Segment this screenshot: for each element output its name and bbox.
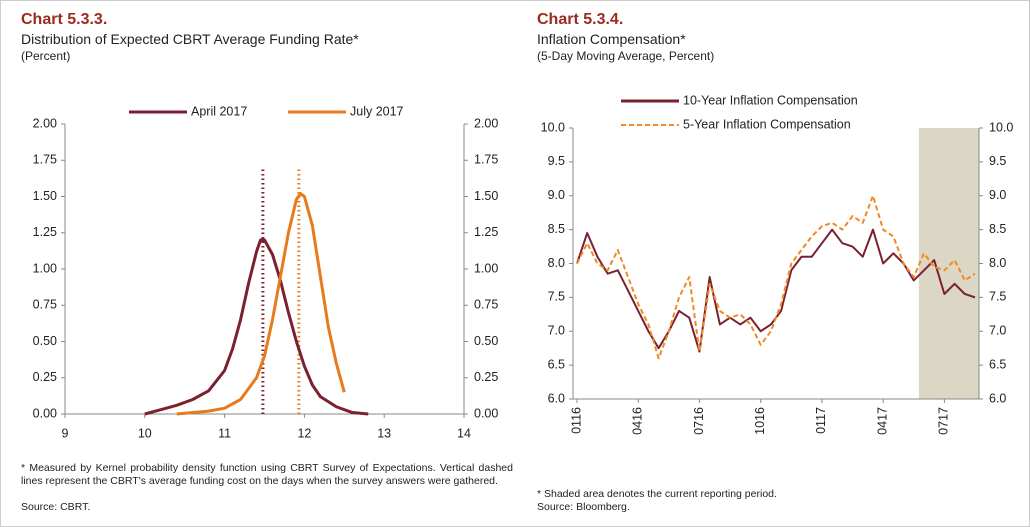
series-line [576, 194, 976, 360]
y-tick-label: 10.0 [541, 120, 565, 134]
y2-tick-label: 1.25 [474, 225, 498, 239]
y2-tick-label: 0.25 [474, 370, 498, 384]
footnote: * Shaded area denotes the current report… [537, 488, 777, 500]
x-tick-label: 0417 [875, 407, 889, 435]
y-tick-label: 9.0 [548, 188, 565, 202]
source: Source: Bloomberg. [537, 501, 630, 513]
shaded-period [918, 128, 979, 399]
x-tick-label: 12 [297, 426, 311, 440]
y-tick-label: 1.50 [33, 189, 57, 203]
y2-tick-label: 9.5 [989, 154, 1006, 168]
series-line [176, 192, 346, 416]
x-tick-label: 0117 [814, 407, 828, 434]
y-tick-label: 0.50 [33, 334, 57, 348]
y-tick-label: 1.00 [33, 261, 57, 275]
y-tick-label: 7.5 [548, 290, 565, 304]
y-tick-label: 1.75 [33, 153, 57, 167]
x-tick-label: 11 [218, 426, 231, 440]
y-tick-label: 6.5 [548, 357, 565, 371]
y2-tick-label: 8.5 [989, 222, 1006, 236]
x-tick-label: 9 [62, 426, 69, 440]
y2-tick-label: 1.00 [474, 261, 498, 275]
x-tick-label: 0416 [631, 407, 645, 435]
series-line [144, 238, 369, 416]
y2-tick-label: 6.5 [989, 357, 1006, 371]
y2-tick-label: 7.5 [989, 290, 1006, 304]
chart-units: (Percent) [21, 49, 71, 63]
y2-tick-label: 2.00 [474, 116, 498, 130]
source: Source: CBRT. [21, 501, 91, 513]
y-tick-label: 2.00 [33, 116, 57, 130]
legend-label: 5-Year Inflation Compensation [683, 117, 851, 131]
x-tick-label: 14 [457, 426, 471, 440]
y2-tick-label: 6.0 [989, 391, 1006, 405]
y2-tick-label: 0.50 [474, 334, 498, 348]
chart-units: (5-Day Moving Average, Percent) [537, 49, 715, 63]
y-tick-label: 6.0 [548, 391, 565, 405]
chart-title: Chart 5.3.4. [537, 11, 624, 28]
chart-subtitle: Distribution of Expected CBRT Average Fu… [21, 31, 359, 47]
y2-tick-label: 7.0 [989, 324, 1006, 338]
x-tick-label: 10 [138, 426, 152, 440]
y-tick-label: 7.0 [548, 324, 565, 338]
y-tick-label: 8.0 [548, 256, 565, 270]
chart-subtitle: Inflation Compensation* [537, 31, 686, 47]
x-tick-label: 0717 [937, 407, 951, 435]
y2-tick-label: 8.0 [989, 256, 1006, 270]
y-tick-label: 0.75 [33, 298, 57, 312]
y-tick-label: 8.5 [548, 222, 565, 236]
y2-tick-label: 9.0 [989, 188, 1006, 202]
y2-tick-label: 1.75 [474, 153, 498, 167]
y-tick-label: 0.00 [33, 406, 57, 420]
y-tick-label: 9.5 [548, 154, 565, 168]
chart-title: Chart 5.3.3. [21, 11, 108, 28]
series-line [576, 228, 976, 353]
y-tick-label: 0.25 [33, 370, 57, 384]
x-tick-label: 0716 [692, 407, 706, 435]
legend-label: July 2017 [350, 104, 404, 118]
y2-tick-label: 1.50 [474, 189, 498, 203]
x-tick-label: 13 [377, 426, 391, 440]
footnote: * Measured by Kernel probability density… [21, 462, 513, 487]
x-tick-label: 0116 [569, 407, 583, 434]
y-tick-label: 1.25 [33, 225, 57, 239]
y2-tick-label: 10.0 [989, 120, 1013, 134]
legend-label: April 2017 [191, 104, 247, 118]
legend-label: 10-Year Inflation Compensation [683, 93, 858, 107]
y2-tick-label: 0.75 [474, 298, 498, 312]
x-tick-label: 1016 [753, 407, 767, 435]
y2-tick-label: 0.00 [474, 406, 498, 420]
